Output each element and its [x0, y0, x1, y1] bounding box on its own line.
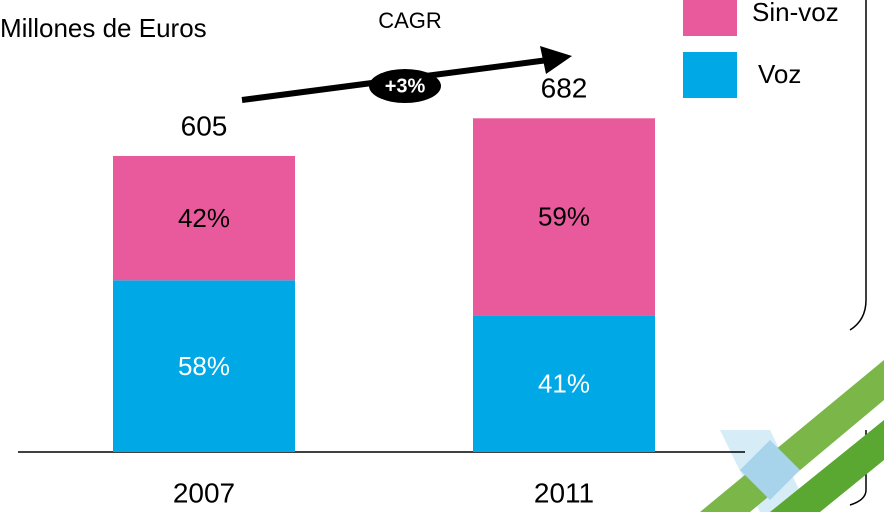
legend-label: Sin-voz	[752, 0, 839, 27]
subtitle: Millones de Euros	[0, 13, 207, 43]
legend-swatch	[683, 52, 737, 98]
annotation: CAGR	[378, 8, 442, 33]
x-tick-label: 2011	[534, 477, 594, 508]
growth-label: +3%	[385, 75, 426, 97]
total-label: 605	[181, 110, 228, 141]
value-label: 59%	[538, 202, 590, 232]
legend-label: Voz	[758, 59, 801, 89]
total-label: 682	[541, 73, 588, 104]
legend-swatch	[683, 0, 737, 36]
value-label: 58%	[178, 351, 230, 381]
value-label: 41%	[538, 368, 590, 398]
chart: Millones de Euros CAGR +3% 58% 42% 605 2007…	[0, 0, 884, 512]
x-tick-label: 2007	[173, 477, 235, 508]
value-label: 42%	[178, 203, 230, 233]
